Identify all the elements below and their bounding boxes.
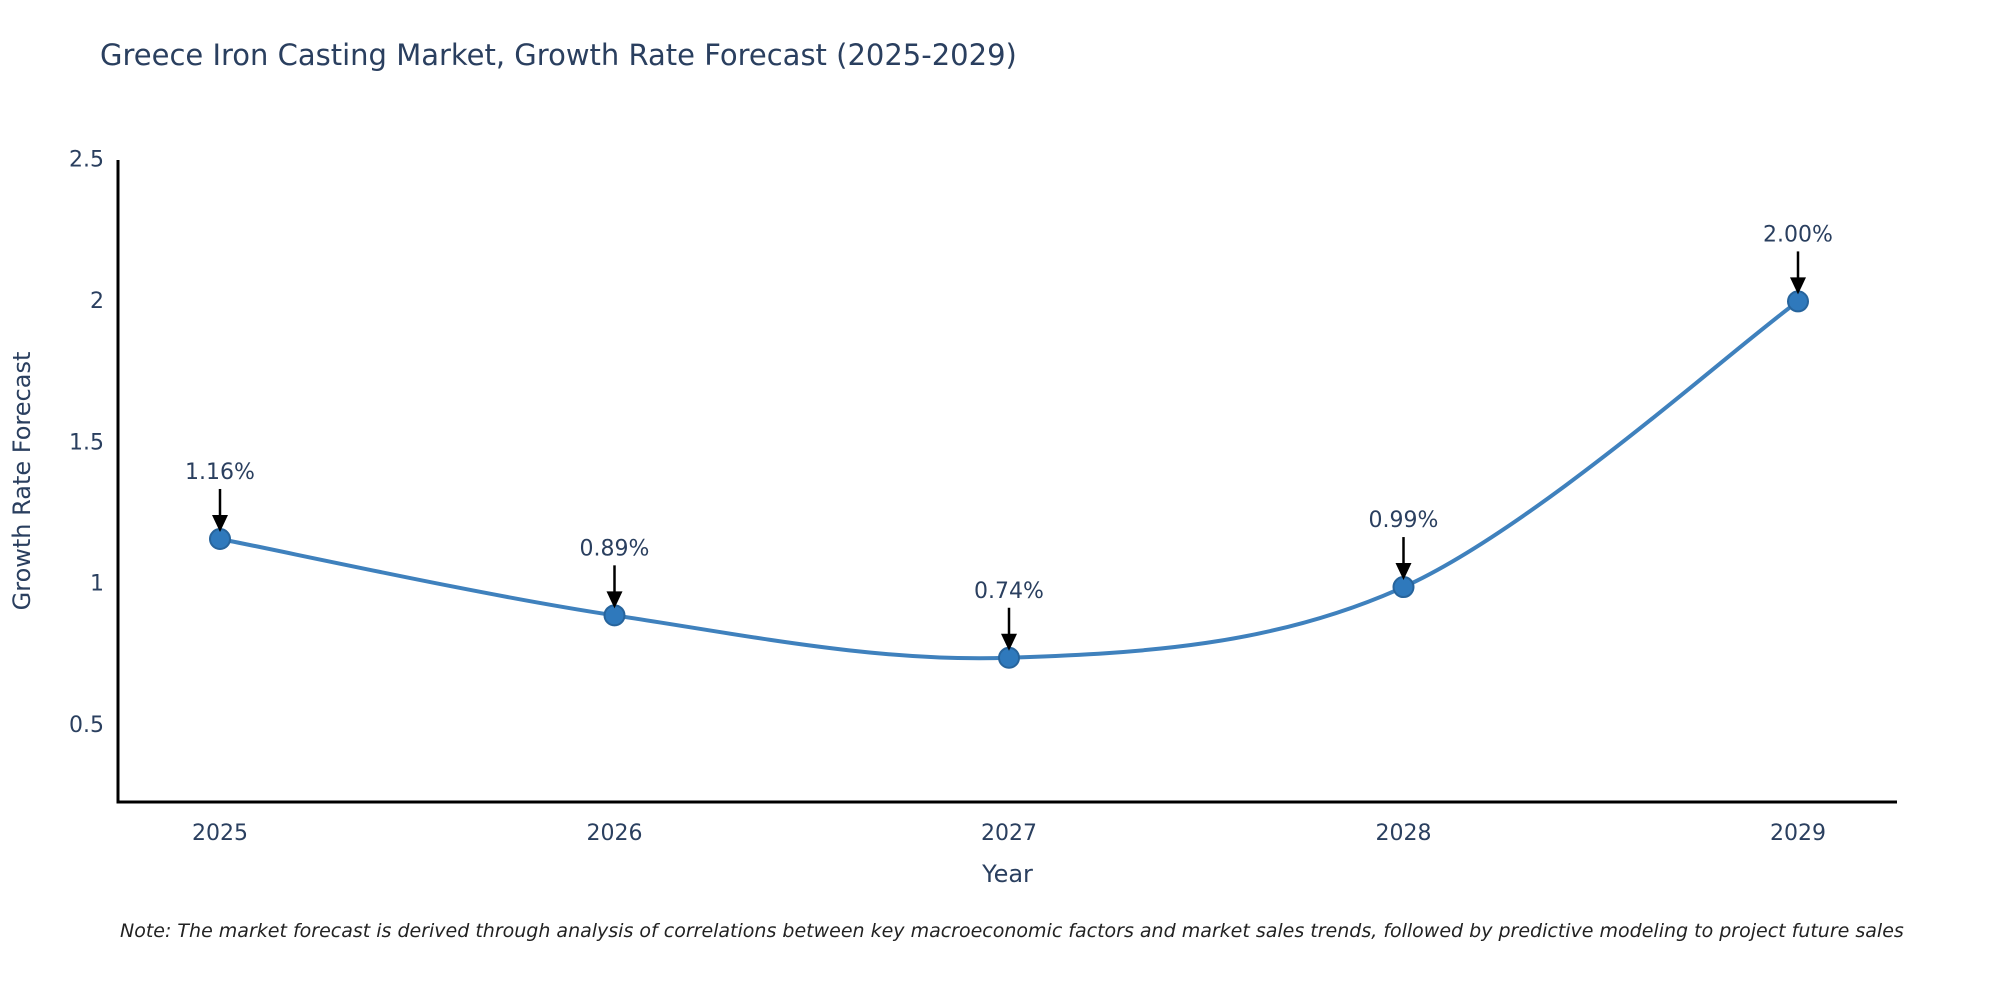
annotation-arrowhead	[1790, 277, 1806, 295]
x-tick-label: 2026	[587, 821, 643, 846]
x-tick-label: 2029	[1770, 821, 1826, 846]
annotation-arrowhead	[212, 514, 228, 532]
point-value-label: 1.16%	[185, 460, 255, 485]
point-value-label: 0.89%	[580, 536, 650, 561]
y-tick-label: 1.5	[69, 430, 104, 455]
annotation-arrowhead	[1395, 563, 1412, 581]
point-value-label: 0.99%	[1369, 508, 1439, 533]
annotation-arrowhead	[606, 591, 623, 609]
y-tick-label: 2	[90, 289, 104, 314]
footnote: Note: The market forecast is derived thr…	[120, 920, 1904, 942]
series-line	[219, 299, 1800, 661]
point-value-label: 2.00%	[1763, 222, 1833, 247]
annotation-arrowhead	[1001, 633, 1017, 651]
x-tick-label: 2025	[192, 821, 248, 846]
chart-title: Greece Iron Casting Market, Growth Rate …	[100, 38, 1017, 72]
point-value-label: 0.74%	[974, 579, 1044, 604]
x-axis-title: Year	[981, 860, 1033, 888]
x-tick-label: 2027	[981, 821, 1037, 846]
y-axis-title: Growth Rate Forecast	[8, 352, 36, 611]
x-tick-label: 2028	[1376, 821, 1432, 846]
y-tick-label: 0.5	[69, 713, 104, 738]
y-tick-label: 1	[90, 572, 104, 597]
y-tick-label: 2.5	[69, 148, 104, 173]
